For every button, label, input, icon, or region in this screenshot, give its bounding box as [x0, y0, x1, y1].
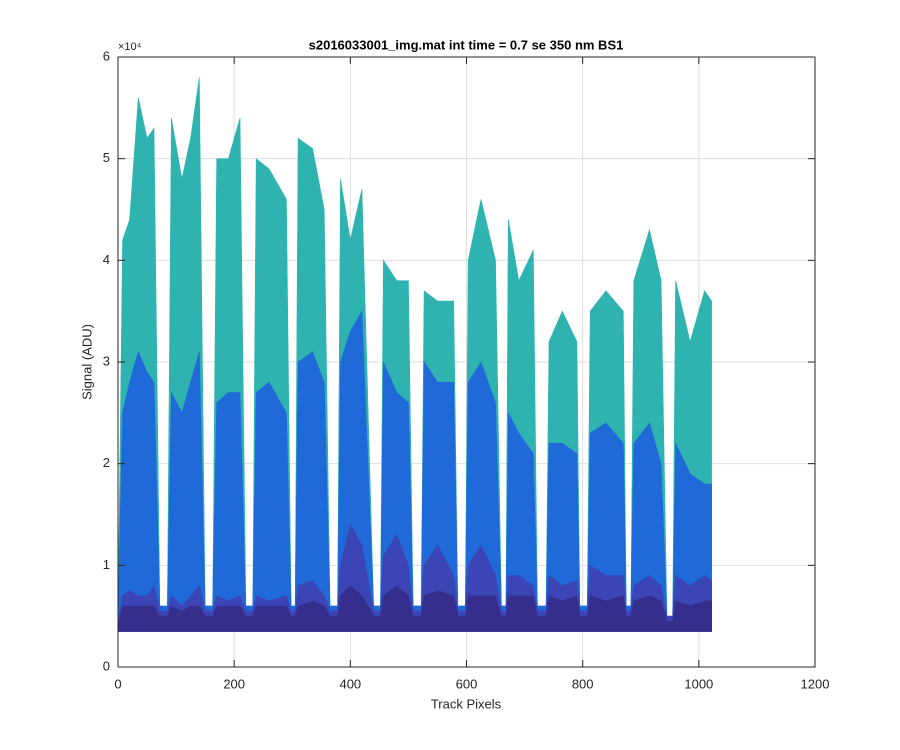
x-tick-label: 1200 — [801, 676, 830, 691]
x-axis-label: Track Pixels — [431, 696, 502, 711]
x-tick-label: 800 — [572, 676, 594, 691]
chart-title: s2016033001_img.mat int time = 0.7 se 35… — [309, 37, 624, 52]
y-tick-label: 6 — [103, 48, 110, 63]
area — [117, 585, 712, 632]
y-axis-label: Signal (ADU) — [79, 324, 94, 400]
x-tick-label: 200 — [223, 676, 245, 691]
y-exponent: ×10⁴ — [118, 41, 142, 53]
area — [117, 310, 712, 632]
y-tick-label: 1 — [103, 557, 110, 572]
y-tick-label: 0 — [103, 658, 110, 673]
y-tick-label: 5 — [103, 150, 110, 165]
y-tick-label: 4 — [103, 252, 110, 267]
x-tick-label: 1000 — [684, 676, 713, 691]
x-tick-label: 0 — [114, 676, 121, 691]
y-tick-label: 2 — [103, 455, 110, 470]
x-tick-label: 400 — [339, 676, 361, 691]
x-tick-label: 600 — [456, 676, 478, 691]
y-tick-label: 3 — [103, 353, 110, 368]
